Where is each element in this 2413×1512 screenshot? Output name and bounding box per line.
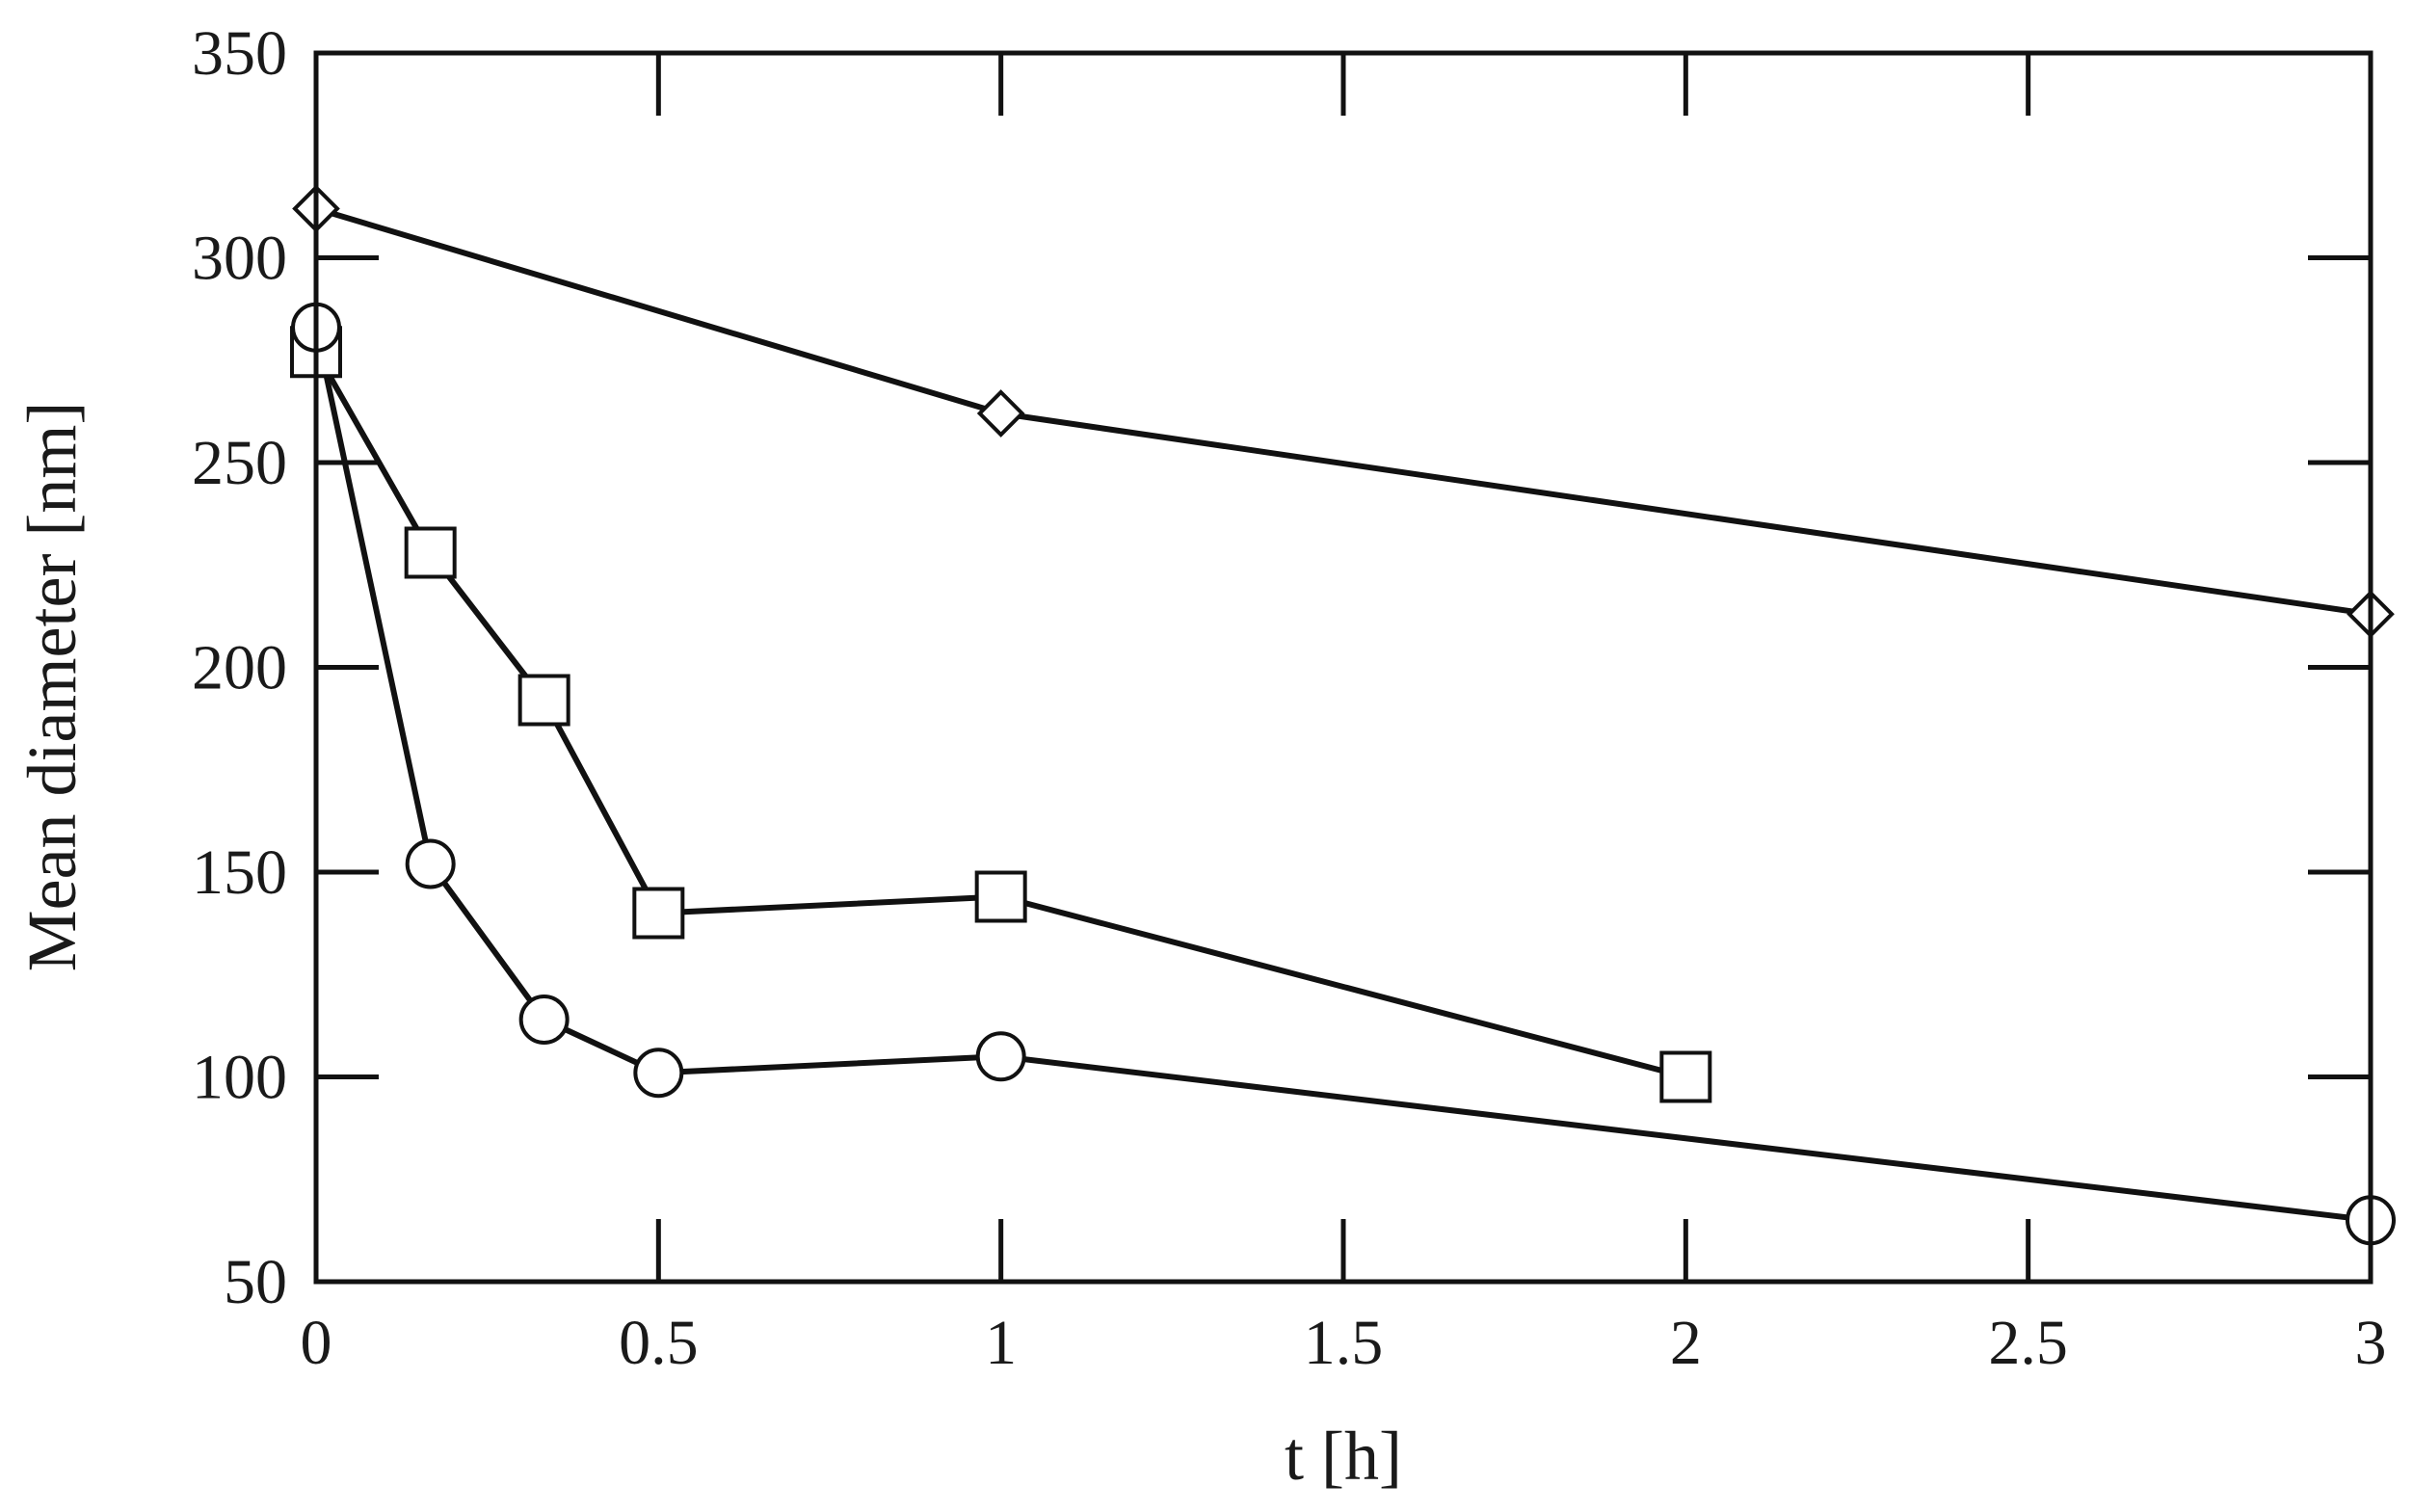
data-point-diamond: [976, 389, 1025, 438]
data-point-square: [974, 870, 1027, 923]
x-tick-label: 1.5: [1304, 1308, 1384, 1378]
x-tick-label: 2.5: [1988, 1308, 2068, 1378]
y-tick-label: 150: [192, 837, 287, 908]
x-tick-label: 0.5: [619, 1308, 699, 1378]
x-tick-label: 2: [1670, 1308, 1702, 1378]
x-tick-label: 3: [2355, 1308, 2387, 1378]
y-tick-label: 50: [224, 1247, 287, 1317]
data-point-square: [404, 526, 457, 579]
series-line-square: [313, 350, 1687, 1080]
data-point-square: [517, 674, 570, 727]
x-tick-label: 0: [301, 1308, 332, 1378]
y-axis-title: Mean diameter [nm]: [13, 402, 91, 972]
x-tick-label: 1: [985, 1308, 1017, 1378]
data-point-circle: [405, 838, 456, 889]
y-tick-label: 300: [192, 224, 287, 294]
x-axis-title: t [h]: [1285, 1418, 1402, 1495]
data-point-circle: [518, 995, 570, 1045]
y-tick-label: 250: [192, 428, 287, 498]
series-line-circle: [313, 327, 2372, 1224]
data-point-square: [632, 887, 685, 940]
data-point-circle: [975, 1031, 1026, 1082]
y-tick-label: 100: [192, 1043, 287, 1113]
y-tick-label: 200: [192, 633, 287, 703]
data-point-circle: [633, 1048, 684, 1099]
y-tick-label: 350: [192, 18, 287, 89]
data-point-square: [1659, 1050, 1712, 1103]
plot-frame: [313, 50, 2373, 1285]
